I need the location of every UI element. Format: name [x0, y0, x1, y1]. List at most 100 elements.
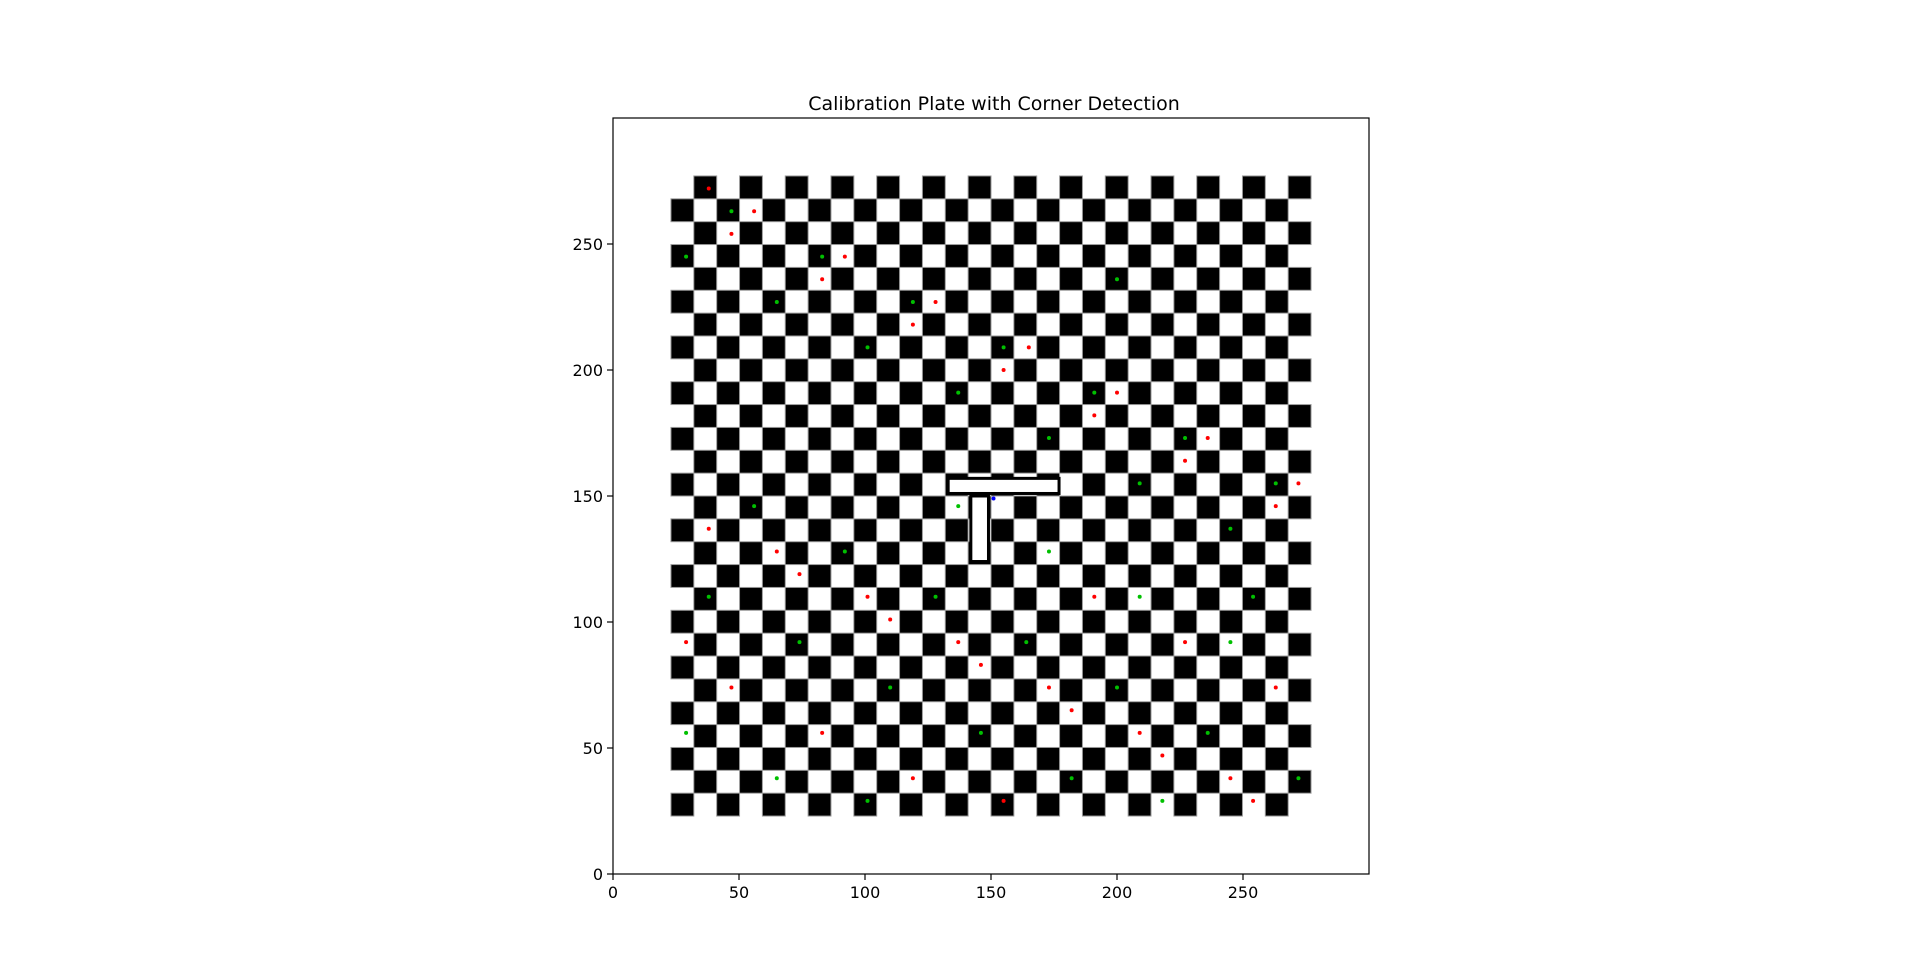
board-cell [1036, 381, 1061, 406]
board-cell [830, 358, 855, 383]
board-cell [1196, 404, 1221, 428]
board-cell [899, 792, 923, 817]
board-cell [1059, 769, 1083, 794]
board-cell [1104, 449, 1129, 474]
board-cell [761, 426, 786, 451]
board-cell [876, 769, 901, 794]
board-cell [1013, 495, 1038, 520]
corner-point-green [1115, 277, 1119, 282]
board-cell [1081, 655, 1106, 680]
corner-point-green [865, 798, 870, 803]
board-cell [693, 769, 718, 794]
corner-point-green [1069, 776, 1074, 781]
board-cell [1264, 701, 1289, 726]
board-cell [921, 724, 946, 748]
board-cell [990, 426, 1015, 451]
board-cell [670, 198, 695, 223]
corner-point-red [842, 254, 847, 259]
board-cell [670, 792, 695, 817]
board-cell [670, 701, 695, 726]
board-cell [1036, 518, 1061, 543]
board-cell [1036, 746, 1061, 771]
corner-point-blue [991, 496, 996, 501]
board-cell [921, 175, 946, 200]
board-cell [1013, 404, 1038, 428]
corner-point-green [1092, 390, 1097, 395]
corner-point-red [910, 776, 915, 781]
board-cell [1264, 746, 1289, 771]
board-cell [1150, 175, 1175, 200]
board-cell [1081, 335, 1106, 360]
board-cell [1219, 289, 1243, 314]
board-cell [1173, 289, 1198, 314]
board-cell [1059, 632, 1083, 657]
corner-point-green [706, 594, 711, 599]
board-cell [830, 175, 855, 200]
board-cell [670, 609, 695, 634]
board-cell [761, 381, 786, 406]
board-cell [944, 655, 969, 680]
corner-point-red [1046, 685, 1051, 690]
board-cell [739, 541, 763, 566]
board-cell [921, 495, 946, 520]
y-tick-label: 50 [583, 739, 603, 758]
board-cell [899, 426, 923, 451]
board-cell [1013, 769, 1038, 794]
corner-point-green [956, 390, 961, 395]
board-cell [761, 564, 786, 588]
board-cell [1264, 564, 1289, 588]
board-cell [716, 244, 741, 268]
board-cell [1059, 678, 1083, 703]
board-cell [944, 701, 969, 726]
board-cell [1287, 312, 1312, 337]
board-cell [944, 746, 969, 771]
board-cell [899, 244, 923, 268]
board-cell [693, 449, 718, 474]
corner-point-red [1273, 685, 1278, 690]
board-cell [967, 404, 992, 428]
board-cell [1219, 472, 1243, 497]
board-cell [990, 198, 1015, 223]
board-cell [716, 792, 741, 817]
board-cell [1150, 769, 1175, 794]
board-cell [1173, 198, 1198, 223]
board-cell [990, 564, 1015, 588]
board-cell [1219, 792, 1243, 817]
board-cell [1241, 769, 1266, 794]
plot-area [612, 117, 1370, 875]
corner-point-green [1160, 798, 1165, 803]
board-cell [1127, 564, 1152, 588]
board-cell [1127, 335, 1152, 360]
board-cell [876, 404, 901, 428]
board-cell [1196, 769, 1221, 794]
board-cell [1013, 266, 1038, 291]
board-cell [1104, 586, 1129, 611]
x-tick-label: 50 [729, 883, 749, 902]
board-cell [1059, 404, 1083, 428]
board-cell [807, 426, 832, 451]
board-cell [784, 541, 809, 566]
board-cell [784, 266, 809, 291]
board-cell [1104, 358, 1129, 383]
board-cell [1104, 678, 1129, 703]
board-cell [944, 518, 969, 543]
board-cell [1150, 404, 1175, 428]
board-cell [1127, 198, 1152, 223]
board-cell [1104, 632, 1129, 657]
t-marker-stem [969, 494, 990, 564]
board-cell [739, 586, 763, 611]
board-cell [830, 266, 855, 291]
board-cell [739, 769, 763, 794]
board-cell [670, 564, 695, 588]
board-cell [1036, 335, 1061, 360]
board-cell [693, 586, 718, 611]
corner-point-red [684, 640, 689, 645]
board-cell [944, 792, 969, 817]
board-cell [807, 792, 832, 817]
board-cell [1287, 541, 1312, 566]
corner-point-green [684, 254, 689, 259]
board-cell [967, 266, 992, 291]
corner-point-red [1205, 436, 1210, 441]
x-tick-label: 100 [850, 883, 881, 902]
